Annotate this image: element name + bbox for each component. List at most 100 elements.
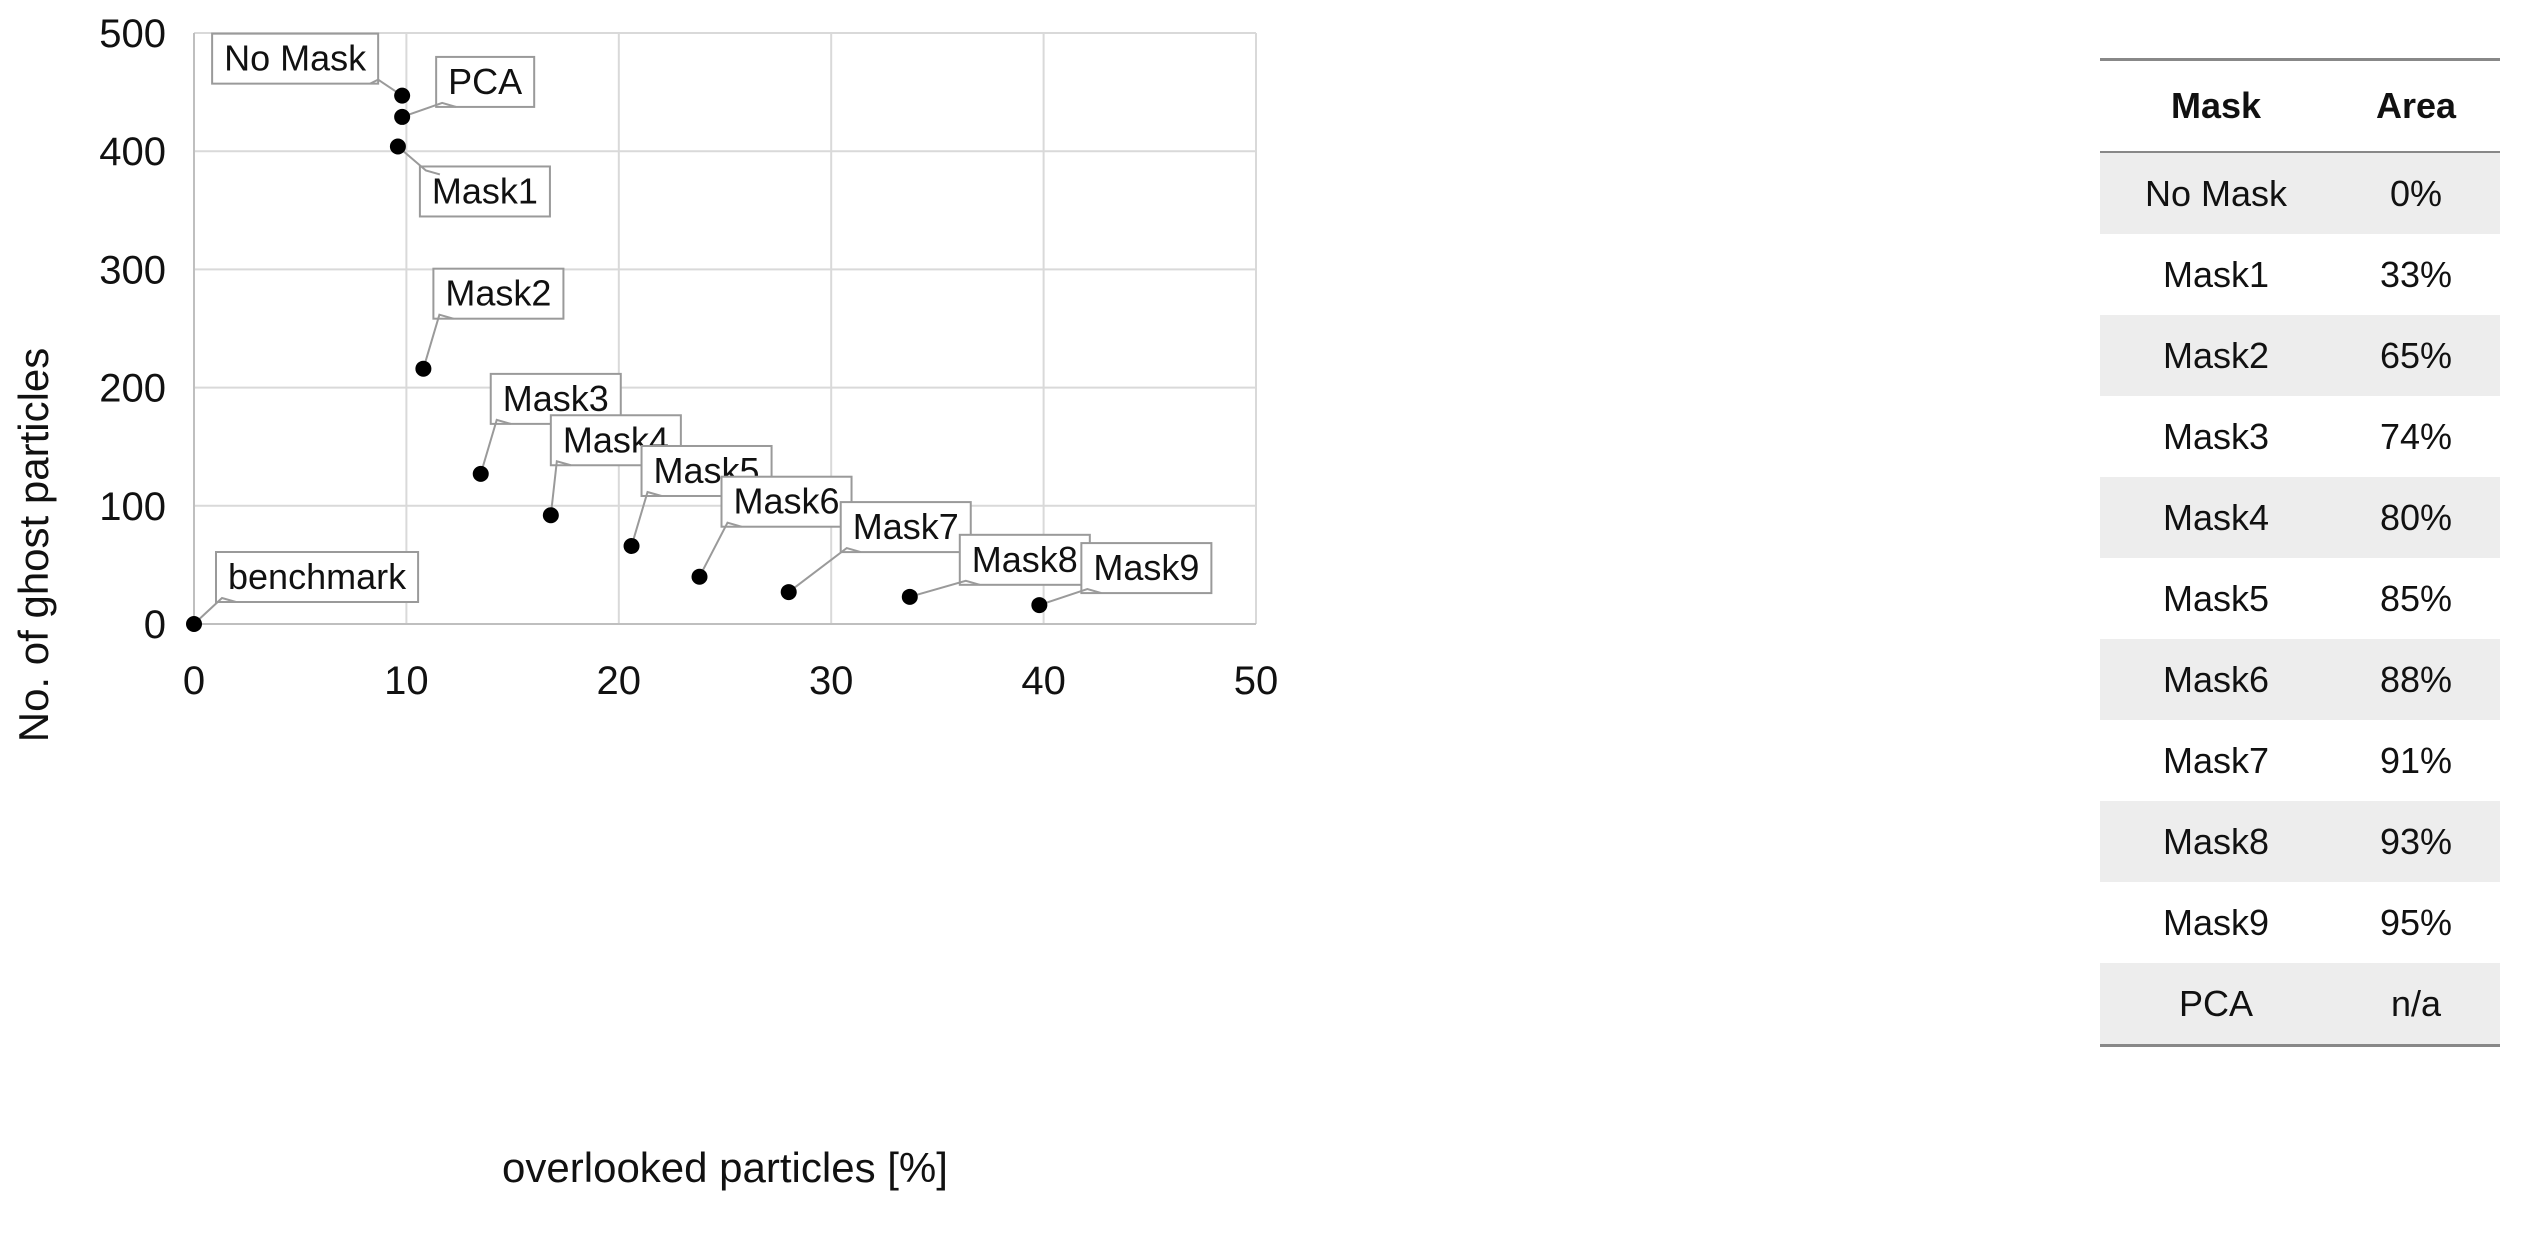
x-tick-label: 30 (809, 659, 854, 703)
callout-leader (422, 313, 454, 369)
table-cell-mask: Mask1 (2162, 253, 2270, 295)
table-cell-area: 93% (2379, 820, 2453, 862)
table-cell-mask: PCA (2178, 982, 2254, 1024)
data-point-mask8 (901, 588, 918, 605)
callout-leader (788, 546, 861, 593)
table-cell-mask: Mask8 (2162, 820, 2270, 862)
callout-benchmark: benchmark (193, 551, 420, 625)
data-point-benchmark (186, 616, 202, 632)
callout-box (211, 32, 380, 85)
table-row: Mask1 33% (2100, 234, 2500, 315)
data-label: No Mask (224, 38, 367, 79)
callout-box (432, 267, 565, 320)
table-cell-area: 65% (2379, 334, 2453, 376)
table-cell-mask: Mask4 (2162, 496, 2270, 538)
callout-mask8: Mask8 (909, 533, 1091, 598)
table-cell-mask: Mask2 (2162, 334, 2270, 376)
data-label: Mask3 (503, 378, 609, 419)
data-point-mask1 (389, 138, 406, 155)
callout-mask1: Mask1 (397, 145, 551, 218)
x-tick-label: 20 (597, 659, 642, 703)
table-header-mask: Mask (2170, 85, 2262, 126)
callout-pca: PCA (401, 55, 536, 118)
table-cell-area: 95% (2379, 901, 2453, 943)
x-tick-label: 10 (384, 659, 429, 703)
callout-box (435, 55, 536, 108)
data-point-mask9 (1031, 597, 1048, 614)
y-tick-label: 500 (99, 12, 166, 56)
data-point-mask7 (780, 584, 797, 601)
x-tick-label: 50 (1234, 659, 1279, 703)
callout-no-mask: No Mask (211, 32, 403, 97)
data-point-mask2 (415, 360, 432, 377)
callout-box (418, 165, 551, 218)
data-label: Mask6 (734, 481, 840, 522)
table-cell-area: 91% (2379, 739, 2453, 781)
x-axis-label: overlooked particles [%] (502, 1144, 948, 1191)
table-header-row: Mask Area (2100, 59, 2500, 152)
data-point-mask4 (542, 507, 559, 524)
data-label: Mask1 (432, 170, 538, 211)
table-row: Mask8 93% (2100, 801, 2500, 882)
callout-mask5: Mask5 (630, 444, 773, 547)
table-cell-area: 80% (2379, 496, 2453, 538)
callout-leader (397, 145, 441, 176)
table-cell-mask: Mask7 (2162, 739, 2270, 781)
callout-leader (549, 459, 572, 516)
y-tick-label: 400 (99, 130, 166, 174)
data-point-pca (394, 108, 411, 125)
table-row: Mask7 91% (2100, 720, 2500, 801)
callout-leader (193, 596, 237, 625)
callout-leader (369, 78, 403, 97)
table-cell-mask: Mask9 (2162, 901, 2270, 943)
gridlines (194, 32, 1257, 624)
callout-leader (1039, 588, 1102, 607)
table-row: Mask6 88% (2100, 639, 2500, 720)
callout-leader (698, 521, 742, 578)
callout-leader (479, 418, 512, 475)
x-tick-label: 0 (183, 659, 205, 703)
table-row: Mask2 65% (2100, 315, 2500, 396)
table-cell-mask: Mask5 (2162, 577, 2270, 619)
table-cell-area: n/a (2390, 982, 2442, 1024)
callout-mask6: Mask6 (698, 475, 853, 578)
table-cell-mask: Mask3 (2162, 415, 2270, 457)
y-axis-label: No. of ghost particles (10, 348, 57, 743)
table-row: Mask5 85% (2100, 558, 2500, 639)
table-row: Mask9 95% (2100, 882, 2500, 963)
table-row: Mask4 80% (2100, 477, 2500, 558)
data-label: Mask2 (445, 273, 551, 314)
data-label: Mask9 (1093, 547, 1199, 588)
table-cell-area: 74% (2379, 415, 2453, 457)
table-cell-area: 33% (2379, 253, 2453, 295)
y-tick-label: 200 (99, 367, 166, 411)
data-label: Mask7 (853, 506, 959, 547)
x-tick-label: 40 (1021, 659, 1066, 703)
callout-box (1080, 542, 1213, 595)
callout-leader (401, 101, 457, 118)
table-row: No Mask 0% (2100, 152, 2500, 234)
table-row: Mask3 74% (2100, 396, 2500, 477)
callout-mask2: Mask2 (422, 267, 565, 369)
callout-mask9: Mask9 (1039, 542, 1213, 607)
callout-box (839, 501, 972, 554)
mask-area-table: Mask Area No Mask 0% Mask1 33% Mask2 65% Mask3… (2100, 58, 2500, 1047)
data-label: Mask8 (972, 539, 1078, 580)
y-tick-label: 300 (99, 248, 166, 292)
axes (193, 33, 1256, 625)
table-cell-area: 85% (2379, 577, 2453, 619)
data-label: PCA (448, 61, 522, 102)
table-cell-mask: Mask6 (2162, 658, 2270, 700)
y-tick-label: 0 (144, 603, 166, 647)
table-cell-area: 88% (2379, 658, 2453, 700)
y-tick-label: 100 (99, 485, 166, 529)
callout-leader (909, 579, 981, 598)
callout-box (720, 475, 853, 528)
data-points (186, 87, 1048, 632)
table-row: PCA n/a (2100, 963, 2500, 1046)
data-point-mask6 (691, 568, 708, 585)
data-point-mask5 (623, 537, 640, 554)
